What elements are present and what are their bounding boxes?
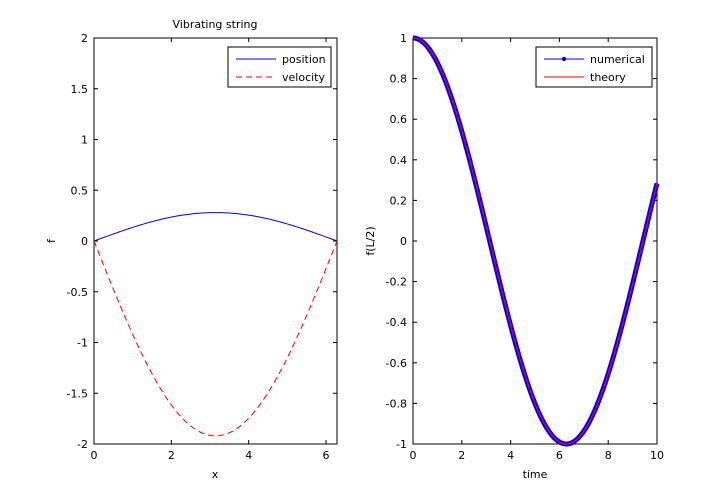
right-plot-ytick-label: -0.2: [386, 276, 407, 289]
right-plot-ylabel: f(L/2): [364, 226, 377, 255]
right-plot-legend: numerical theory: [535, 46, 653, 88]
left-plot-xtick-label: 6: [323, 449, 330, 462]
left-plot-ytick-label: 2: [81, 32, 88, 45]
right-plot-ytick-label: 1: [400, 32, 407, 45]
right-plot-ytick-label: 0.6: [390, 113, 408, 126]
left-plot-legend-box: [227, 46, 332, 88]
left-plot-axes-box: [93, 37, 338, 445]
right-plot-ytick-label: -0.8: [386, 397, 407, 410]
left-plot-xtick-label: 2: [168, 449, 175, 462]
left-plot-xlabel: x: [212, 468, 219, 481]
right-plot-ytick-label: 0.8: [390, 73, 408, 86]
left-plot-series-position-line: [93, 212, 338, 242]
left-plot-ytick-label: -1.5: [67, 387, 88, 400]
left-plot-ytick-label: -2: [77, 438, 88, 451]
left-plot-ytick-label: 0: [81, 235, 88, 248]
right-plot-xtick-label: 10: [650, 449, 664, 462]
left-plot-ytick-label: 1: [81, 134, 88, 147]
right-plot-xtick-label: 8: [605, 449, 612, 462]
right-plot-ytick-label: -1: [396, 438, 407, 451]
left-plot-title: Vibrating string: [173, 18, 258, 31]
right-plot-legend-label-numerical: numerical: [590, 53, 645, 66]
left-plot-xtick-label: 4: [245, 449, 252, 462]
left-plot-series-velocity-line: [93, 240, 338, 437]
left-plot-ytick-label: 0.5: [71, 184, 89, 197]
left-plot-legend-label-position: position: [282, 53, 326, 66]
right-plot-midpoint-displacement: time f(L/2) 0 2 4 6 8 10 -1 -0.8 -0.6 -0.4 -0.2 0 0.…: [364, 32, 664, 481]
right-plot-ytick-label: 0.2: [390, 194, 408, 207]
right-plot-xtick-label: 2: [458, 449, 465, 462]
left-plot-vibrating-string: Vibrating string x f 0 2 4 6 -2 -1.5 -1 -0.5 0 0.…: [45, 18, 338, 481]
left-plot-ylabel: f: [45, 238, 58, 243]
left-plot-legend: position velocity: [227, 46, 332, 88]
left-plot-xtick-label: 0: [91, 449, 98, 462]
left-plot-legend-label-velocity: velocity: [282, 71, 325, 84]
right-plot-ytick-label: 0.4: [390, 154, 408, 167]
right-plot-ytick-label: -0.4: [386, 316, 407, 329]
right-plot-series-theory-core: [412, 37, 658, 445]
left-plot-ytick-label: 1.5: [71, 83, 89, 96]
right-plot-legend-box: [535, 46, 653, 88]
right-plot-xtick-label: 0: [410, 449, 417, 462]
right-plot-ytick-label: 0: [400, 235, 407, 248]
right-plot-legend-label-theory: theory: [590, 71, 626, 84]
right-plot-xlabel: time: [523, 468, 548, 481]
left-plot-ytick-label: -0.5: [67, 286, 88, 299]
right-plot-ytick-label: -0.6: [386, 357, 407, 370]
left-plot-ytick-label: -1: [77, 337, 88, 350]
right-plot-legend-marker-numerical: [561, 56, 567, 62]
right-plot-xtick-label: 6: [556, 449, 563, 462]
right-plot-xtick-label: 4: [507, 449, 514, 462]
